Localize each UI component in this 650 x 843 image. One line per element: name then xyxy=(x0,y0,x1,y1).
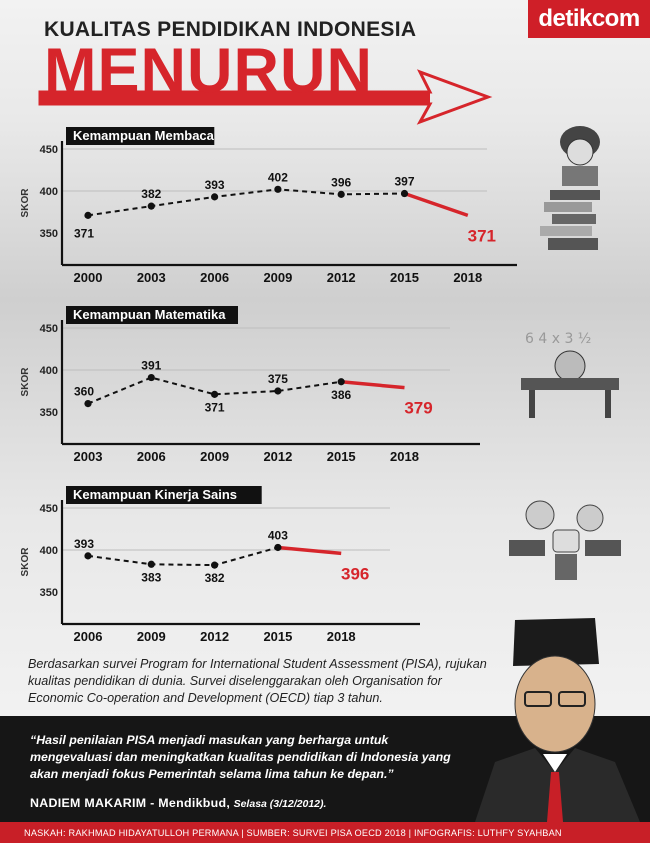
series-line-dashed xyxy=(87,188,405,217)
y-tick-label: 450 xyxy=(40,323,58,335)
x-tick-label: 2018 xyxy=(327,629,356,644)
x-tick-label: 2009 xyxy=(137,629,166,644)
chart-title: Kemampuan Kinerja Sains xyxy=(73,487,237,502)
chart-title-bg xyxy=(66,486,262,504)
survey-description: Berdasarkan survei Program for Internati… xyxy=(28,657,487,705)
data-point xyxy=(84,211,92,219)
data-label: 383 xyxy=(141,570,161,584)
data-point xyxy=(274,387,282,395)
data-label: 391 xyxy=(141,359,161,373)
data-label: 375 xyxy=(268,372,288,386)
data-point xyxy=(147,202,155,210)
data-label: 382 xyxy=(205,571,225,585)
series-line-dashed xyxy=(87,546,279,567)
science-students-illustration xyxy=(509,500,621,580)
data-label: 403 xyxy=(268,528,288,542)
data-label: 397 xyxy=(394,175,414,189)
math-student-illustration: 6 4 x 3 ½ xyxy=(521,331,619,418)
data-label: 382 xyxy=(141,187,161,201)
data-point xyxy=(147,560,155,568)
data-label: 393 xyxy=(205,178,225,192)
data-label: 402 xyxy=(268,170,288,184)
y-tick-label: 450 xyxy=(40,503,58,515)
detikcom-logo: detikcom xyxy=(528,0,650,38)
page-title: KUALITAS PENDIDIKAN INDONESIA xyxy=(44,18,417,41)
x-tick-label: 2012 xyxy=(327,270,356,285)
chart-math: Kemampuan Matematika 450 400 350 SKOR 2003 200… xyxy=(20,306,480,464)
y-axis-label: SKOR xyxy=(20,547,31,577)
minister-portrait-illustration xyxy=(475,618,640,822)
data-label: 360 xyxy=(74,385,94,399)
quote-box: “Hasil penilaian PISA menjadi masukan ya… xyxy=(0,716,650,822)
data-point xyxy=(211,193,219,201)
data-point xyxy=(84,400,92,408)
y-axis-label: SKOR xyxy=(20,188,31,218)
data-label: 396 xyxy=(341,564,369,583)
x-tick-label: 2012 xyxy=(263,449,292,464)
x-tick-label: 2015 xyxy=(390,270,419,285)
data-point xyxy=(147,373,155,382)
data-label: 371 xyxy=(74,226,94,240)
x-tick-label: 2006 xyxy=(200,270,229,285)
y-tick-label: 350 xyxy=(40,228,58,240)
series-line-decline xyxy=(341,380,405,390)
x-tick-label: 2009 xyxy=(263,270,292,285)
data-point xyxy=(211,390,219,398)
x-tick-label: 2003 xyxy=(137,270,166,285)
x-tick-label: 2015 xyxy=(327,449,356,464)
data-label: 379 xyxy=(404,399,432,418)
data-label: 396 xyxy=(331,175,351,189)
y-tick-label: 350 xyxy=(40,407,58,419)
data-label: 371 xyxy=(468,226,496,245)
chart-title: Kemampuan Matematika xyxy=(73,307,226,322)
x-tick-label: 2018 xyxy=(390,449,419,464)
headline-arrow xyxy=(38,69,493,125)
chart-title: Kemampuan Membaca xyxy=(73,128,215,143)
x-tick-label: 2006 xyxy=(137,449,166,464)
quote-text: “Hasil penilaian PISA menjadi masukan ya… xyxy=(30,733,451,781)
speaker-name: NADIEM MAKARIM - Mendikbud, xyxy=(30,796,231,810)
data-point xyxy=(337,190,345,198)
series-line-decline xyxy=(403,191,469,218)
credits-footer: NASKAH: RAKHMAD HIDAYATULLOH PERMANA | S… xyxy=(0,822,650,843)
data-label: 386 xyxy=(331,388,351,402)
y-tick-label: 400 xyxy=(40,186,58,198)
x-tick-label: 2000 xyxy=(74,270,103,285)
data-label: 393 xyxy=(74,537,94,551)
data-point xyxy=(274,185,282,193)
series-line-dashed xyxy=(87,376,342,405)
chart-science: Kemampuan Kinerja Sains 450 400 350 SKOR 2006… xyxy=(20,486,420,644)
data-point xyxy=(274,543,282,552)
data-label: 371 xyxy=(205,400,225,414)
x-tick-label: 2009 xyxy=(200,449,229,464)
y-tick-label: 450 xyxy=(40,144,58,156)
x-tick-label: 2006 xyxy=(74,629,103,644)
y-tick-label: 400 xyxy=(40,545,58,557)
data-point xyxy=(84,552,92,560)
series-line-decline xyxy=(277,545,342,556)
headline: MENURUN xyxy=(44,36,373,106)
svg-text:6 4 x 3 ½: 6 4 x 3 ½ xyxy=(525,331,591,347)
chart-title-bg xyxy=(66,127,215,145)
chart-title-bg xyxy=(66,306,238,324)
chart-reading: Kemampuan Membaca 450 400 350 SKOR 2000 2003 20… xyxy=(20,127,517,285)
x-tick-label: 2012 xyxy=(200,629,229,644)
x-tick-label: 2018 xyxy=(453,270,482,285)
data-point xyxy=(211,561,219,569)
x-tick-label: 2015 xyxy=(263,629,292,644)
reading-student-illustration xyxy=(540,126,600,250)
x-tick-label: 2003 xyxy=(74,449,103,464)
y-tick-label: 350 xyxy=(40,587,58,599)
y-tick-label: 400 xyxy=(40,365,58,377)
data-point xyxy=(400,189,409,198)
quote-attribution: NADIEM MAKARIM - Mendikbud, Selasa (3/12… xyxy=(30,796,326,810)
data-point xyxy=(337,378,345,386)
quote-date: Selasa (3/12/2012). xyxy=(233,798,327,810)
y-axis-label: SKOR xyxy=(20,367,31,397)
